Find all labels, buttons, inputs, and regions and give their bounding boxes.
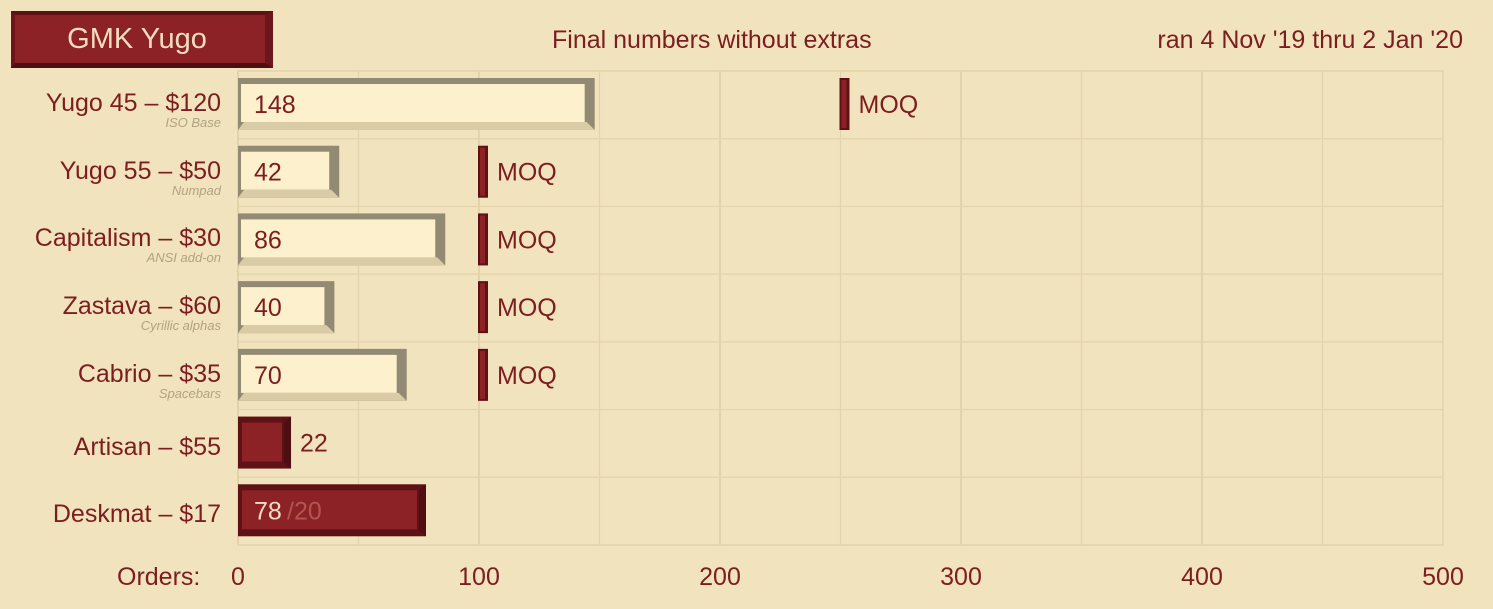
category-subtitle: Cyrillic alphas xyxy=(140,318,221,334)
category-label: Capitalism – $30 ANSI add-on xyxy=(35,224,221,265)
bar xyxy=(241,84,585,122)
x-tick-label: 0 xyxy=(231,563,245,591)
bar xyxy=(241,219,436,258)
bar-value-label: 70 xyxy=(254,362,282,390)
bar-value-label: 22 xyxy=(300,430,328,458)
category-label: Yugo 55 – $50 Numpad xyxy=(60,157,221,198)
bar xyxy=(241,151,330,190)
x-tick-label: 500 xyxy=(1422,563,1464,591)
category-subtitle: ANSI add-on xyxy=(146,250,221,266)
bar xyxy=(241,354,397,393)
bar-extra-label: /20 xyxy=(287,497,322,525)
bar xyxy=(242,490,417,530)
chart-title-badge: GMK Yugo xyxy=(11,11,273,68)
moq-marker-inner xyxy=(480,215,485,264)
moq-marker-inner xyxy=(841,80,847,128)
category-label: Cabrio – $35 Spacebars xyxy=(78,360,221,401)
bar xyxy=(242,422,283,462)
bar-bevel xyxy=(238,257,446,266)
bar-value-label: 148 xyxy=(254,91,296,119)
category-subtitle: ISO Base xyxy=(165,115,221,130)
moq-marker-inner xyxy=(480,283,485,332)
date-range: ran 4 Nov '19 thru 2 Jan '20 xyxy=(1157,26,1463,54)
moq-label: MOQ xyxy=(497,362,557,390)
category-subtitle: Spacebars xyxy=(158,385,221,401)
category-label: Deskmat – $17 xyxy=(53,500,221,528)
category-subtitle: Numpad xyxy=(171,182,221,198)
x-tick-label: 100 xyxy=(458,563,500,591)
moq-label: MOQ xyxy=(859,91,919,119)
category-name: Artisan – $55 xyxy=(73,432,221,461)
moq-label: MOQ xyxy=(497,159,557,187)
x-axis-label: Orders: xyxy=(117,563,201,591)
bar-bevel xyxy=(238,122,595,130)
x-tick-label: 200 xyxy=(699,563,741,591)
bar-value-label: 40 xyxy=(254,294,282,322)
moq-marker-inner xyxy=(480,147,485,196)
category-name: Deskmat – $17 xyxy=(52,500,221,529)
category-name: Yugo 55 – $50 xyxy=(59,156,221,185)
category-name: Yugo 45 – $120 xyxy=(45,89,221,117)
category-name: Zastava – $60 xyxy=(62,292,221,321)
moq-label: MOQ xyxy=(497,226,557,254)
category-label: Artisan – $55 xyxy=(74,433,221,461)
bar-bevel xyxy=(238,325,335,334)
bar-bevel xyxy=(238,392,407,401)
moq-label: MOQ xyxy=(497,294,557,322)
bar xyxy=(241,287,325,326)
chart-subtitle: Final numbers without extras xyxy=(552,26,872,54)
moq-marker-inner xyxy=(480,350,485,399)
bar-value-label: 42 xyxy=(254,159,282,187)
category-label: Yugo 45 – $120 ISO Base xyxy=(46,89,221,130)
bar-bevel xyxy=(284,416,292,469)
category-label: Zastava – $60 Cyrillic alphas xyxy=(63,292,221,333)
bar-bevel xyxy=(418,484,426,537)
bar-value-label: 86 xyxy=(254,226,282,254)
category-name: Cabrio – $35 xyxy=(77,359,221,388)
x-tick-label: 300 xyxy=(940,563,982,591)
category-name: Capitalism – $30 xyxy=(34,224,221,253)
bar-value-label: 78 xyxy=(254,497,282,525)
x-tick-label: 400 xyxy=(1181,563,1223,591)
bar-bevel xyxy=(238,189,340,198)
